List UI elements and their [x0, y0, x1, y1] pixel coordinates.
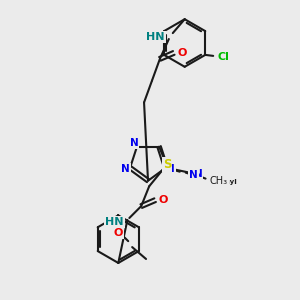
Text: Cl: Cl [217, 52, 229, 62]
Text: methyl: methyl [209, 178, 237, 184]
Text: N: N [130, 138, 138, 148]
Text: HN: HN [105, 217, 123, 227]
Text: N: N [189, 169, 198, 180]
Text: N: N [194, 169, 203, 179]
Text: O: O [158, 195, 168, 205]
Text: CH₃: CH₃ [209, 176, 228, 186]
Text: N: N [166, 164, 175, 174]
Text: O: O [114, 228, 123, 238]
Text: HN: HN [146, 32, 165, 42]
Text: N: N [121, 164, 130, 174]
Text: S: S [163, 158, 171, 171]
Text: O: O [177, 48, 186, 58]
